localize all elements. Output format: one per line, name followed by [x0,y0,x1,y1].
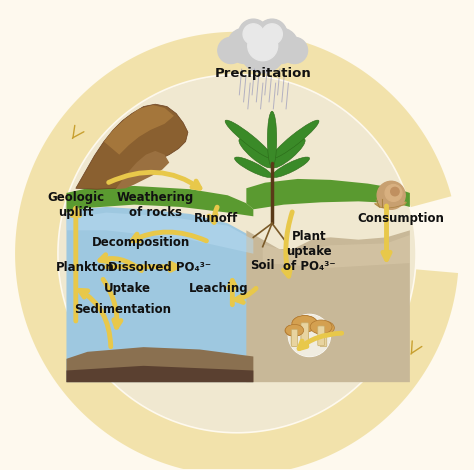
Ellipse shape [285,325,303,336]
Circle shape [257,19,287,49]
Polygon shape [104,105,174,155]
Polygon shape [66,186,253,216]
Text: Decomposition: Decomposition [92,235,191,249]
Ellipse shape [239,139,273,168]
Text: Sedimentation: Sedimentation [74,303,171,316]
Ellipse shape [285,324,304,336]
Ellipse shape [272,139,305,168]
Text: Leaching: Leaching [189,282,248,295]
Text: Geologic
uplift: Geologic uplift [47,191,104,219]
FancyBboxPatch shape [320,327,327,347]
FancyBboxPatch shape [301,323,309,346]
Text: Soil: Soil [250,259,275,272]
Circle shape [240,28,285,73]
Polygon shape [246,179,410,209]
Ellipse shape [272,157,310,178]
Circle shape [282,38,308,63]
Ellipse shape [235,157,272,178]
Text: Consumption: Consumption [357,212,444,225]
Polygon shape [66,347,253,382]
Polygon shape [66,207,253,382]
Text: Precipitation: Precipitation [214,67,311,80]
Polygon shape [15,32,458,470]
Circle shape [263,28,298,63]
Text: Plankton: Plankton [56,261,115,274]
Polygon shape [66,366,253,382]
FancyBboxPatch shape [318,326,324,346]
Circle shape [59,76,415,431]
Text: Plant
uptake
of PO₄³⁻: Plant uptake of PO₄³⁻ [283,230,336,273]
Circle shape [238,19,268,49]
Text: Uptake: Uptake [104,282,151,295]
Ellipse shape [312,321,334,335]
Circle shape [227,28,263,63]
Circle shape [377,181,405,209]
Circle shape [218,38,244,63]
Polygon shape [375,202,406,208]
Polygon shape [116,151,169,189]
Circle shape [288,314,330,356]
Ellipse shape [267,111,277,167]
Circle shape [385,185,402,201]
Text: Dissolved PO₄³⁻: Dissolved PO₄³⁻ [109,261,211,274]
Ellipse shape [272,120,319,158]
Circle shape [243,24,264,44]
Text: Runoff: Runoff [194,212,238,225]
Polygon shape [246,230,410,382]
Circle shape [391,188,399,196]
Circle shape [262,24,283,44]
Polygon shape [76,104,188,189]
Text: Weathering
of rocks: Weathering of rocks [117,191,194,219]
Ellipse shape [310,320,332,334]
Ellipse shape [225,120,272,158]
FancyBboxPatch shape [292,329,297,346]
Polygon shape [263,235,410,268]
Ellipse shape [292,315,318,332]
Ellipse shape [292,315,318,332]
FancyBboxPatch shape [301,323,309,346]
Circle shape [289,315,330,356]
Circle shape [248,31,278,61]
Polygon shape [66,212,253,254]
FancyBboxPatch shape [291,329,297,346]
